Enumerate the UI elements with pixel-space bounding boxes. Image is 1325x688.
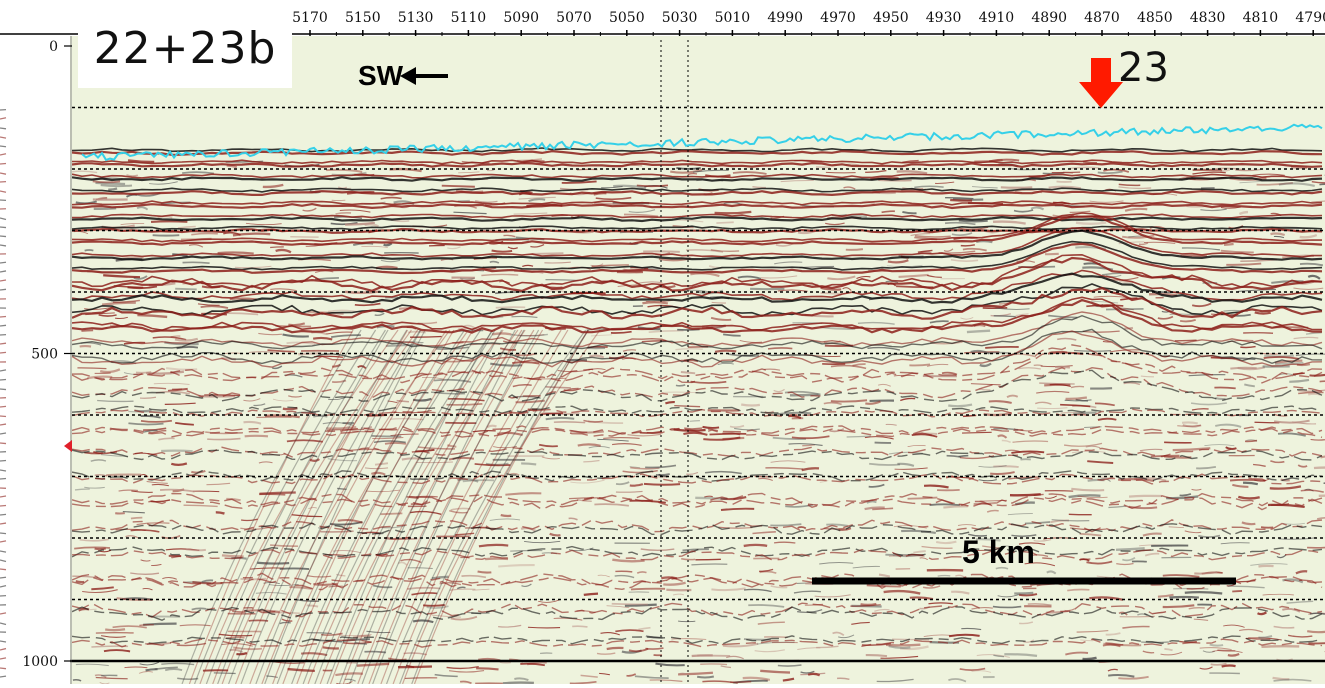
scale-bar-label: 5 km bbox=[962, 534, 1035, 571]
trace-tick-label: 5130 bbox=[398, 10, 434, 26]
trace-tick-label: 4910 bbox=[979, 10, 1015, 26]
trace-tick-label: 4890 bbox=[1031, 10, 1067, 26]
trace-tick-label: 4950 bbox=[873, 10, 909, 26]
trace-tick-label: 5090 bbox=[503, 10, 539, 26]
trace-tick-label: 4970 bbox=[820, 10, 856, 26]
depth-tick-label: 500 bbox=[31, 347, 58, 363]
trace-tick-label: 4870 bbox=[1084, 10, 1120, 26]
trace-tick-label: 4990 bbox=[767, 10, 803, 26]
trace-tick-label: 5010 bbox=[715, 10, 751, 26]
depth-tick-label: 0 bbox=[49, 39, 58, 55]
trace-tick-label: 4930 bbox=[926, 10, 962, 26]
trace-tick-label: 4810 bbox=[1243, 10, 1279, 26]
section-title: 22+23b bbox=[78, 8, 292, 88]
depth-axis: 0 500 1000 bbox=[0, 36, 72, 684]
trace-tick-label: 5050 bbox=[609, 10, 645, 26]
trace-tick-label: 4850 bbox=[1137, 10, 1173, 26]
direction-label: SW bbox=[358, 60, 403, 92]
trace-tick-label: 5110 bbox=[451, 10, 487, 26]
depth-tick-label: 1000 bbox=[22, 654, 58, 670]
trace-tick-label: 5150 bbox=[345, 10, 381, 26]
trace-tick-label: 5070 bbox=[556, 10, 592, 26]
trace-tick-label: 5030 bbox=[662, 10, 698, 26]
marker-label: 23 bbox=[1118, 45, 1169, 91]
trace-tick-label: 4830 bbox=[1190, 10, 1226, 26]
trace-tick-label: 5170 bbox=[292, 10, 328, 26]
